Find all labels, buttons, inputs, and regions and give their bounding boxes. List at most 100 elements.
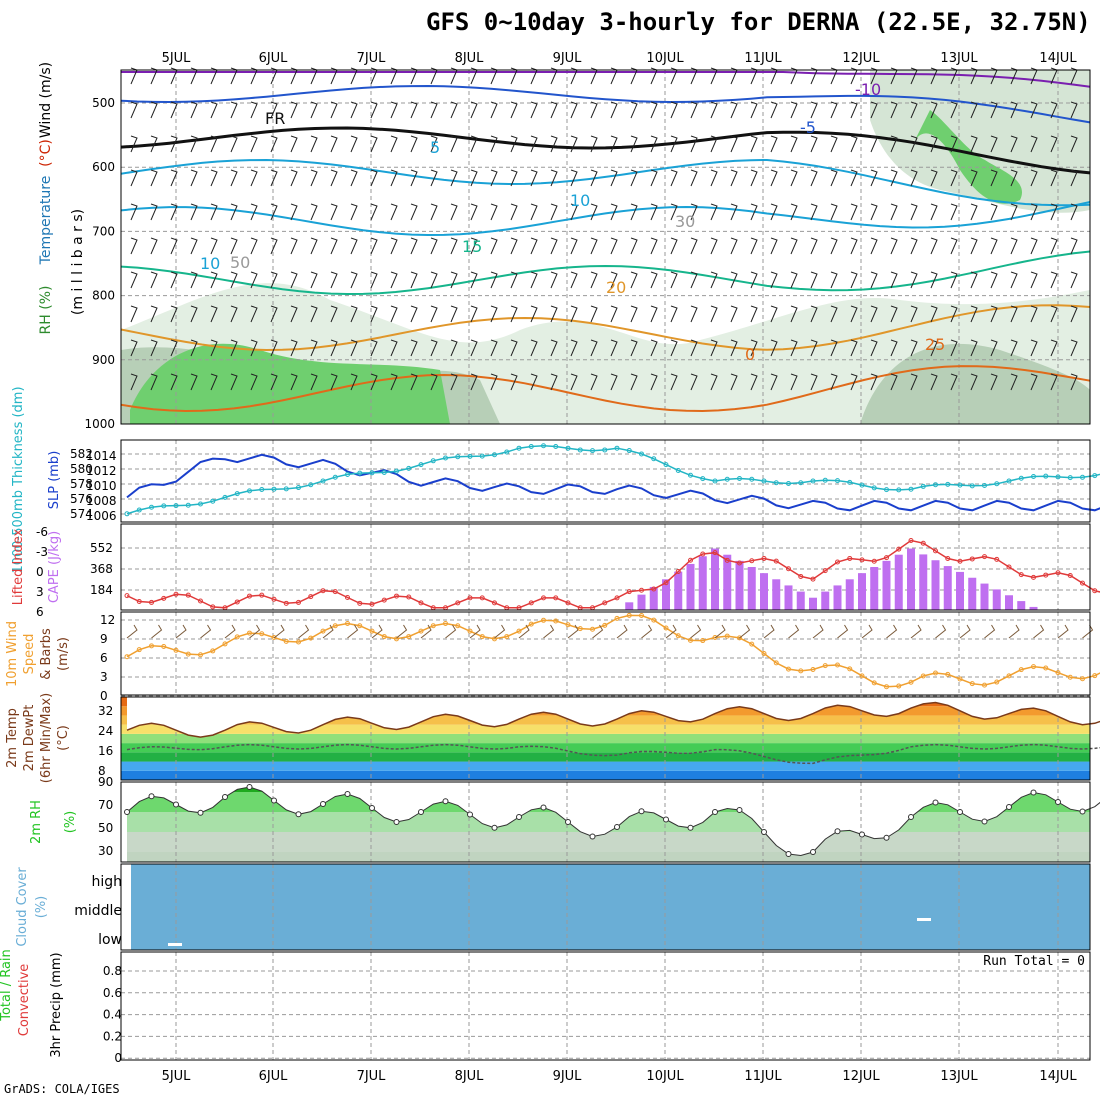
wind-barb — [970, 169, 978, 187]
wind-barb — [950, 169, 958, 187]
wind-speed-point — [504, 634, 510, 640]
wind-barb — [1033, 624, 1045, 639]
wind-barb — [410, 101, 418, 119]
wind-speed-point — [724, 633, 730, 639]
lifted-index-point — [124, 593, 130, 599]
wind-barb — [230, 169, 238, 187]
lifted-index-point — [565, 600, 571, 606]
cape-tick-label: 552 — [90, 541, 113, 555]
rh-point — [393, 819, 400, 825]
lifted-index-point — [761, 555, 767, 561]
wind-barb — [970, 271, 978, 289]
wind-speed-point — [320, 628, 326, 634]
wind-speed-point — [651, 617, 657, 623]
lifted-index-point — [198, 598, 203, 604]
wind-barb — [1070, 373, 1078, 391]
wind-barb — [150, 339, 158, 357]
lifted-index-point — [614, 595, 620, 601]
wind-barb — [590, 339, 598, 357]
wind-barb — [630, 101, 638, 119]
wind-speed-point — [969, 681, 975, 687]
wind-barb — [590, 305, 598, 323]
wind-barb — [970, 305, 978, 323]
wind-tick-label: 12 — [100, 613, 115, 627]
wind-barb — [190, 169, 198, 187]
wind-barb — [930, 339, 938, 357]
rh-point — [687, 824, 694, 831]
lifted-index-point — [969, 556, 975, 562]
wind-barb — [190, 203, 198, 221]
thickness-point — [259, 487, 265, 493]
wind-barb — [770, 169, 778, 187]
wind-barb — [310, 237, 318, 255]
wind-barb — [150, 169, 158, 187]
wind-barb — [190, 305, 198, 323]
lifted-index-point — [1018, 572, 1024, 578]
lifted-index-point — [320, 588, 326, 594]
li-tick-label: 6 — [36, 605, 44, 619]
wind-barb — [616, 624, 628, 639]
thickness-tick-label: 574 — [70, 507, 93, 521]
thickness-point — [933, 482, 938, 488]
rh-point — [271, 797, 277, 804]
wind-barb — [510, 271, 518, 289]
thickness-point — [504, 449, 510, 455]
lifted-index-line — [126, 539, 1100, 609]
lifted-index-point — [822, 568, 828, 574]
wind-barb — [494, 624, 506, 639]
wind-barb — [270, 135, 278, 153]
wind-speed-point — [1006, 673, 1012, 679]
wind-barb — [950, 237, 958, 255]
lifted-index-point — [602, 600, 608, 606]
wind-barb — [310, 305, 318, 323]
wind10m-axis-label: Speed — [22, 634, 37, 675]
temp-tick-label: 24 — [98, 724, 113, 738]
rh-50-area-east — [860, 343, 1090, 424]
wind-barb — [570, 237, 578, 255]
wind-barb — [230, 271, 238, 289]
wind-barb — [739, 624, 751, 639]
pressure-tick-label: 600 — [92, 160, 115, 174]
slp-tick-label: 1010 — [86, 479, 117, 493]
cape-bar — [747, 567, 756, 610]
cape-bar — [894, 554, 903, 610]
wind-barb — [665, 624, 677, 639]
thickness-point — [357, 470, 363, 476]
lifted-index-point — [479, 595, 485, 601]
slp-tick-label: 1006 — [86, 509, 117, 523]
wind-barb — [790, 101, 798, 119]
wind-barb — [570, 271, 578, 289]
thickness-point — [234, 491, 240, 497]
lifted-index-point — [455, 600, 461, 606]
thickness-point — [467, 453, 473, 459]
wind-barb — [641, 624, 653, 639]
rh-point — [663, 816, 669, 823]
wind-barb — [810, 237, 818, 255]
wind-barb — [870, 339, 878, 357]
wind-barb — [763, 624, 775, 639]
wind-barb — [230, 305, 238, 323]
rh-point — [1079, 808, 1086, 815]
thickness-point — [296, 485, 301, 491]
wind-speed-point — [443, 620, 448, 626]
wind-barb — [250, 271, 258, 289]
lifted-index-point — [847, 555, 853, 561]
wind-barb — [210, 101, 218, 119]
cape-bar — [907, 548, 915, 610]
contour-label: 30 — [675, 212, 695, 231]
thickness-point — [1006, 478, 1012, 484]
wind-barb — [910, 373, 918, 391]
wind-barb — [490, 169, 498, 187]
date-tick-label-bottom: 11JUL — [744, 1069, 782, 1084]
wind-barb — [890, 203, 898, 221]
rh-point — [467, 811, 473, 818]
cape-bar — [833, 585, 842, 610]
wind-barb — [550, 271, 558, 289]
wind-barb — [1050, 373, 1058, 391]
wind-barb — [770, 339, 778, 357]
thickness-point — [565, 445, 571, 451]
wind-barb — [396, 624, 408, 639]
wind-barb — [830, 305, 838, 323]
wind-barb — [930, 101, 938, 119]
wind-barb — [370, 305, 378, 323]
